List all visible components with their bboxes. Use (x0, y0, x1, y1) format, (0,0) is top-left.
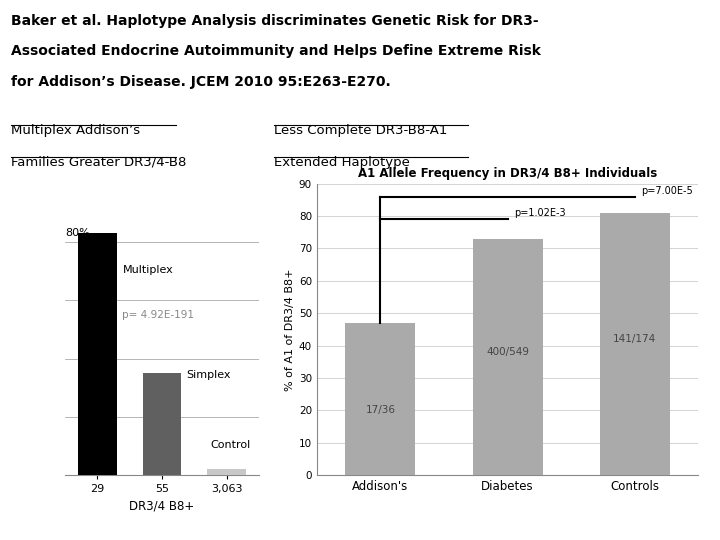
Text: 17/36: 17/36 (365, 406, 395, 415)
Text: Less Complete DR3-B8-A1: Less Complete DR3-B8-A1 (274, 124, 447, 137)
Text: Multiplex: Multiplex (123, 265, 174, 275)
Bar (472, 239, 543, 475)
Text: 400/549: 400/549 (486, 347, 529, 357)
Y-axis label: % of A1 of DR3/4 B8+: % of A1 of DR3/4 B8+ (284, 268, 294, 390)
Text: p=7.00E-5: p=7.00E-5 (641, 186, 693, 195)
Bar (78, 233, 117, 475)
Text: for Addison’s Disease. JCEM 2010 95:E263-E270.: for Addison’s Disease. JCEM 2010 95:E263… (11, 75, 390, 89)
Title: A1 Allele Frequency in DR3/4 B8+ Individuals: A1 Allele Frequency in DR3/4 B8+ Individ… (358, 167, 657, 180)
Bar (346, 323, 415, 475)
Text: Simplex: Simplex (186, 370, 231, 380)
Text: p=1.02E-3: p=1.02E-3 (514, 207, 566, 218)
Text: Multiplex Addison’s: Multiplex Addison’s (11, 124, 140, 137)
Text: p= 4.92E-191: p= 4.92E-191 (122, 310, 194, 320)
Text: Families Greater DR3/4-B8: Families Greater DR3/4-B8 (11, 156, 186, 168)
Bar (143, 373, 181, 475)
Text: 141/174: 141/174 (613, 334, 657, 344)
Text: Control: Control (210, 440, 251, 450)
Text: 80%: 80% (65, 228, 89, 238)
Text: Associated Endocrine Autoimmunity and Helps Define Extreme Risk: Associated Endocrine Autoimmunity and He… (11, 44, 541, 58)
Bar (207, 469, 246, 475)
Text: Extended Haplotype: Extended Haplotype (274, 156, 410, 168)
Text: Baker et al. Haplotype Analysis discriminates Genetic Risk for DR3-: Baker et al. Haplotype Analysis discrimi… (11, 14, 539, 28)
Bar (600, 213, 670, 475)
X-axis label: DR3/4 B8+: DR3/4 B8+ (130, 500, 194, 513)
